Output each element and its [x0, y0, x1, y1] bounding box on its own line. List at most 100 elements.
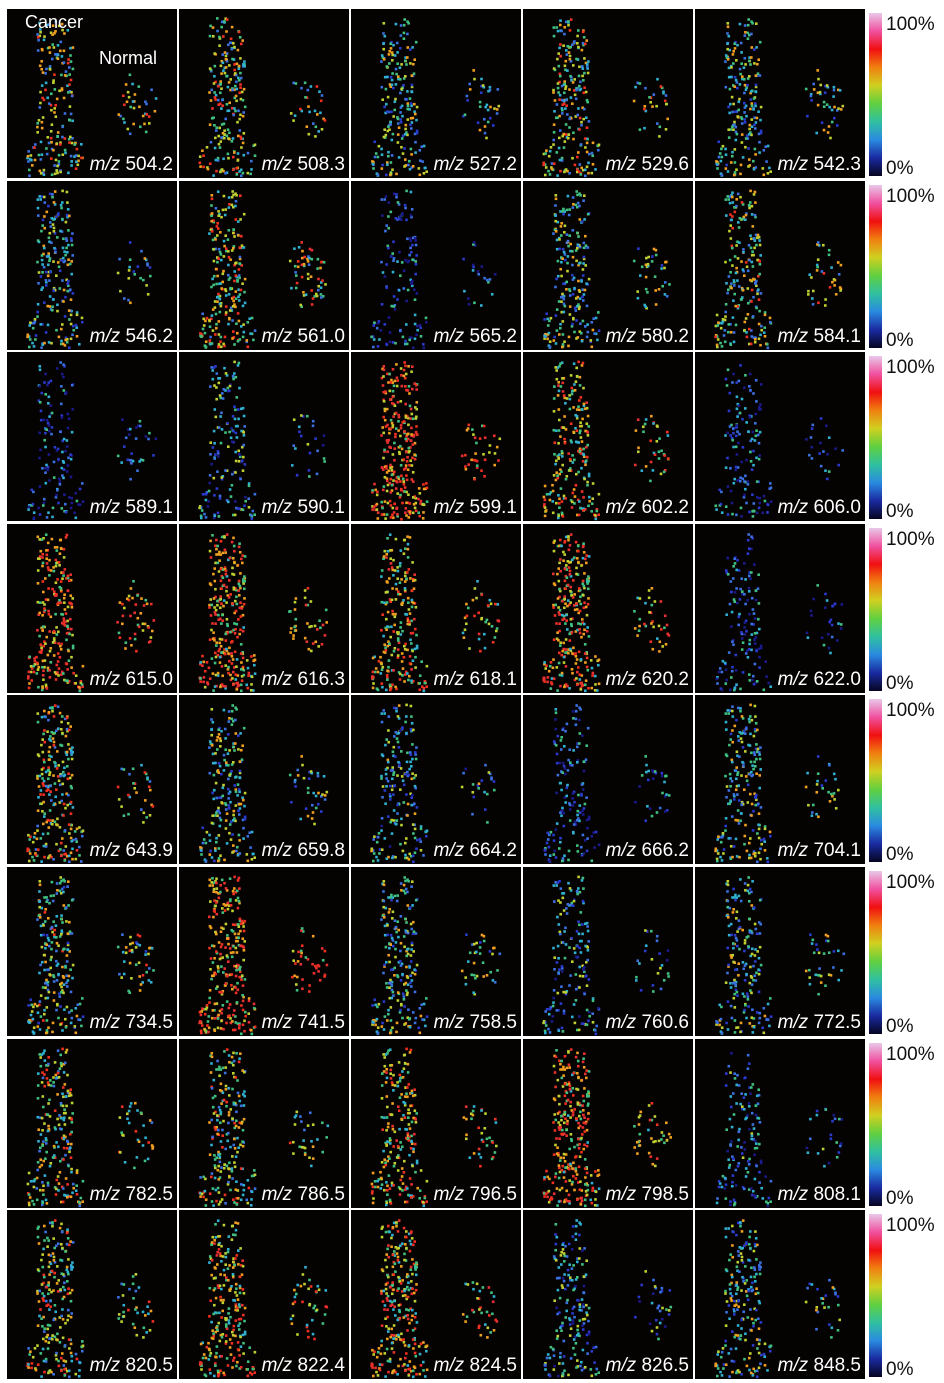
tissue-ion-map: [370, 703, 496, 864]
mz-label: m/z 666.2: [606, 841, 689, 860]
msi-image-tile: m/z 643.9: [7, 695, 177, 864]
tissue-ion-map: [542, 1048, 672, 1208]
tissue-ion-map: [371, 18, 501, 177]
mz-value: 822.4: [292, 1355, 345, 1376]
mz-label: m/z 565.2: [434, 327, 517, 346]
tissue-ion-map: [542, 875, 670, 1036]
colorbar-gradient: [869, 699, 882, 862]
mz-prefix: m/z: [261, 1012, 293, 1033]
tissue-ion-map: [199, 704, 329, 863]
mz-prefix: m/z: [605, 1355, 637, 1376]
mz-value: 798.5: [636, 1184, 689, 1205]
colorbar-max-label: 100%: [886, 529, 935, 550]
msi-image-tile: m/z 606.0: [695, 352, 865, 521]
msi-image-tile: m/z 584.1: [695, 181, 865, 350]
mz-label: m/z 820.5: [90, 1356, 173, 1375]
tissue-ion-map: [714, 703, 840, 864]
msi-image-tile: m/z 848.5: [695, 1210, 865, 1379]
msi-image-tile: m/z 820.5: [7, 1210, 177, 1379]
tissue-ion-map: [27, 876, 155, 1035]
colorbar-max-label: 100%: [886, 1044, 935, 1065]
msi-image-tile: m/z 782.5: [7, 1039, 177, 1208]
mz-value: 741.5: [292, 1012, 345, 1033]
mz-value: 615.0: [120, 669, 173, 690]
mz-prefix: m/z: [89, 497, 121, 518]
tissue-ion-map: [714, 1219, 841, 1379]
mz-label: m/z 659.8: [262, 841, 345, 860]
tissue-ion-map: [371, 361, 502, 521]
msi-image-tile: m/z 822.4: [179, 1210, 349, 1379]
msi-image-tile: m/z 741.5: [179, 867, 349, 1036]
tissue-ion-map: [715, 533, 844, 692]
msi-image-tile: m/z 590.1: [179, 352, 349, 521]
mz-value: 542.3: [808, 154, 861, 175]
msi-image-tile: m/z 796.5: [351, 1039, 521, 1208]
mz-value: 808.1: [808, 1184, 861, 1205]
mz-prefix: m/z: [605, 1184, 637, 1205]
mz-value: 704.1: [808, 840, 861, 861]
tissue-ion-map: [198, 360, 326, 521]
tissue-ion-map: [26, 704, 155, 864]
mz-prefix: m/z: [777, 1012, 809, 1033]
mz-value: 758.5: [464, 1012, 517, 1033]
colorbar-min-label: 0%: [886, 844, 914, 865]
mz-prefix: m/z: [605, 669, 637, 690]
msi-image-tile: m/z 561.0: [179, 181, 349, 350]
mz-value: 659.8: [292, 840, 345, 861]
mz-prefix: m/z: [605, 326, 637, 347]
colorbar-gradient: [869, 528, 882, 691]
tissue-ion-map: [543, 704, 671, 863]
msi-image-tile: m/z 826.5: [523, 1210, 693, 1379]
tissue-ion-map: [26, 533, 156, 693]
mz-prefix: m/z: [433, 840, 465, 861]
colorbar: 100% 0%: [866, 867, 944, 1036]
msi-image-tile: m/z 589.1: [7, 352, 177, 521]
mz-value: 527.2: [464, 154, 517, 175]
tissue-ion-map: [26, 1219, 155, 1379]
tissue-ion-map: [370, 1219, 499, 1379]
colorbar-min-label: 0%: [886, 1359, 914, 1380]
mz-label: m/z 508.3: [262, 155, 345, 174]
mz-label: m/z 616.3: [262, 670, 345, 689]
mz-prefix: m/z: [605, 840, 637, 861]
colorbar-gradient: [869, 1214, 882, 1377]
mz-value: 508.3: [292, 154, 345, 175]
mz-prefix: m/z: [433, 326, 465, 347]
msi-image-tile: m/z 808.1: [695, 1039, 865, 1208]
mz-prefix: m/z: [777, 497, 809, 518]
mz-label: m/z 618.1: [434, 670, 517, 689]
mz-label: m/z 741.5: [262, 1013, 345, 1032]
mz-label: m/z 848.5: [778, 1356, 861, 1375]
mz-label: m/z 584.1: [778, 327, 861, 346]
mz-label: m/z 826.5: [606, 1356, 689, 1375]
mz-prefix: m/z: [777, 1355, 809, 1376]
mz-label: m/z 664.2: [434, 841, 517, 860]
msi-image-tile: m/z 620.2: [523, 524, 693, 693]
mz-value: 772.5: [808, 1012, 861, 1033]
mz-label: m/z 546.2: [90, 327, 173, 346]
mz-label: m/z 786.5: [262, 1185, 345, 1204]
tissue-ion-map: [371, 876, 502, 1035]
mz-prefix: m/z: [777, 1184, 809, 1205]
mz-prefix: m/z: [433, 1012, 465, 1033]
mz-prefix: m/z: [777, 154, 809, 175]
tissue-ion-map: [370, 189, 497, 350]
colorbar-max-label: 100%: [886, 357, 935, 378]
msi-image-tile: m/z 602.2: [523, 352, 693, 521]
mz-label: m/z 504.2: [90, 155, 173, 174]
mz-value: 643.9: [120, 840, 173, 861]
mz-prefix: m/z: [261, 497, 293, 518]
mz-prefix: m/z: [433, 1355, 465, 1376]
msi-image-tile: m/z 760.6: [523, 867, 693, 1036]
msi-image-tile: m/z 508.3: [179, 9, 349, 178]
colorbar: 100% 0%: [866, 352, 944, 521]
mz-prefix: m/z: [605, 1012, 637, 1033]
tissue-ion-map: [370, 1047, 498, 1208]
msi-image-tile: m/z 580.2: [523, 181, 693, 350]
mz-label: m/z 599.1: [434, 498, 517, 517]
tissue-ion-map: [198, 17, 327, 178]
mz-prefix: m/z: [89, 840, 121, 861]
mz-prefix: m/z: [777, 669, 809, 690]
mz-value: 599.1: [464, 497, 517, 518]
colorbar-min-label: 0%: [886, 158, 914, 179]
